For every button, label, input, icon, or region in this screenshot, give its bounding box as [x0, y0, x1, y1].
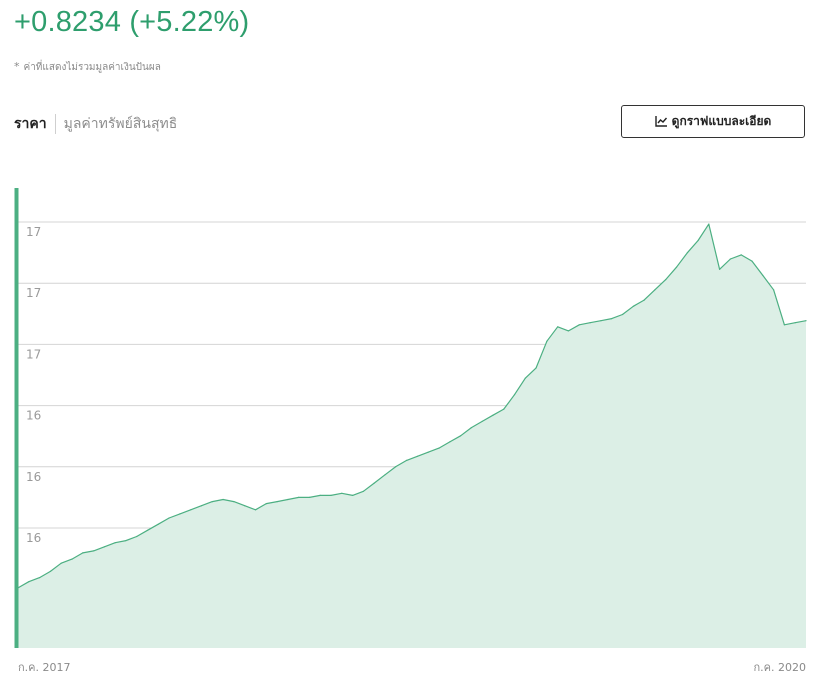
data-point: [719, 268, 721, 270]
data-point: [632, 305, 634, 307]
x-tick-label: ก.ค. 2020: [753, 661, 806, 674]
data-point: [427, 451, 429, 453]
data-point: [449, 441, 451, 443]
y-tick-label: 17: [26, 225, 41, 239]
data-point: [438, 447, 440, 449]
data-point: [567, 330, 570, 332]
data-point: [406, 459, 408, 461]
data-point: [71, 558, 73, 560]
data-point: [697, 239, 699, 242]
data-point: [600, 320, 602, 322]
data-point: [805, 320, 807, 322]
data-point: [352, 494, 354, 496]
data-point: [49, 570, 52, 572]
data-point: [524, 377, 526, 379]
data-point: [740, 254, 742, 256]
data-point: [93, 550, 95, 552]
data-point: [254, 509, 257, 511]
data-point: [373, 482, 375, 484]
area-fill: [18, 224, 806, 648]
price-change: +0.8234 (+5.22%): [14, 6, 249, 39]
chart-tabs: ราคา มูลค่าทรัพย์สินสุทธิ: [14, 113, 177, 135]
detailed-chart-label: ดูกราฟแบบละเอียด: [671, 114, 772, 128]
data-point: [751, 260, 753, 262]
data-point: [675, 266, 678, 268]
data-point: [362, 490, 364, 492]
data-point: [211, 501, 213, 503]
data-point: [136, 535, 138, 538]
data-point: [114, 542, 116, 544]
data-point: [503, 408, 505, 410]
data-point: [762, 274, 764, 276]
data-point: [611, 318, 613, 320]
x-tick-label: ก.ค. 2017: [18, 661, 71, 674]
data-point: [146, 529, 149, 531]
y-tick-label: 16: [26, 409, 41, 423]
data-point: [643, 299, 645, 301]
tab-price[interactable]: ราคา: [14, 116, 47, 132]
data-point: [265, 503, 267, 505]
data-point: [708, 223, 710, 225]
data-point: [103, 546, 105, 548]
data-point: [190, 509, 192, 511]
data-point: [578, 324, 580, 326]
data-point: [82, 552, 84, 554]
data-point: [470, 427, 472, 429]
data-point: [157, 523, 159, 525]
data-point: [481, 420, 483, 422]
data-point: [276, 501, 278, 503]
data-point: [28, 581, 30, 583]
data-point: [535, 367, 537, 369]
data-point: [783, 324, 786, 326]
data-point: [416, 455, 418, 457]
y-tick-label: 17: [26, 347, 41, 361]
data-point: [179, 513, 181, 515]
data-point: [287, 498, 289, 501]
data-point: [492, 414, 494, 416]
data-point: [200, 505, 203, 507]
data-point: [308, 496, 311, 498]
detailed-chart-button[interactable]: ดูกราฟแบบละเอียด: [621, 105, 805, 138]
y-tick-label: 16: [26, 470, 41, 484]
data-point: [60, 562, 62, 564]
data-point: [244, 505, 246, 507]
data-point: [222, 498, 224, 501]
note-text: ค่าที่แสดงไม่รวมมูลค่าเงินปันผล: [23, 62, 161, 73]
data-point: [773, 289, 775, 291]
y-tick-label: 17: [26, 286, 41, 300]
data-point: [729, 258, 732, 260]
data-point: [384, 474, 386, 476]
data-point: [319, 494, 321, 496]
data-point: [513, 394, 516, 396]
y-tick-label: 16: [26, 531, 41, 545]
asterisk-icon: *: [14, 60, 20, 73]
data-point: [395, 466, 397, 468]
data-point: [125, 540, 127, 542]
change-percent: (+5.22%): [129, 6, 250, 38]
data-point: [665, 279, 667, 281]
data-point: [654, 289, 656, 291]
data-point: [460, 435, 462, 437]
data-point: [557, 326, 559, 328]
data-point: [794, 322, 796, 324]
data-point: [330, 494, 332, 496]
data-point: [589, 322, 591, 324]
price-line: [17, 223, 807, 589]
data-point: [341, 492, 343, 494]
tab-divider: [54, 114, 56, 134]
data-point: [233, 501, 235, 503]
data-point: [168, 517, 170, 519]
data-point: [39, 577, 41, 579]
data-point: [686, 252, 688, 254]
dividend-note: * ค่าที่แสดงไม่รวมมูลค่าเงินปันผล: [14, 60, 161, 75]
data-point: [546, 340, 548, 342]
change-value: +0.8234: [14, 6, 122, 38]
data-point: [298, 496, 300, 498]
tab-nav[interactable]: มูลค่าทรัพย์สินสุทธิ: [63, 116, 178, 132]
line-chart-icon: [654, 116, 667, 127]
data-point: [621, 313, 624, 316]
